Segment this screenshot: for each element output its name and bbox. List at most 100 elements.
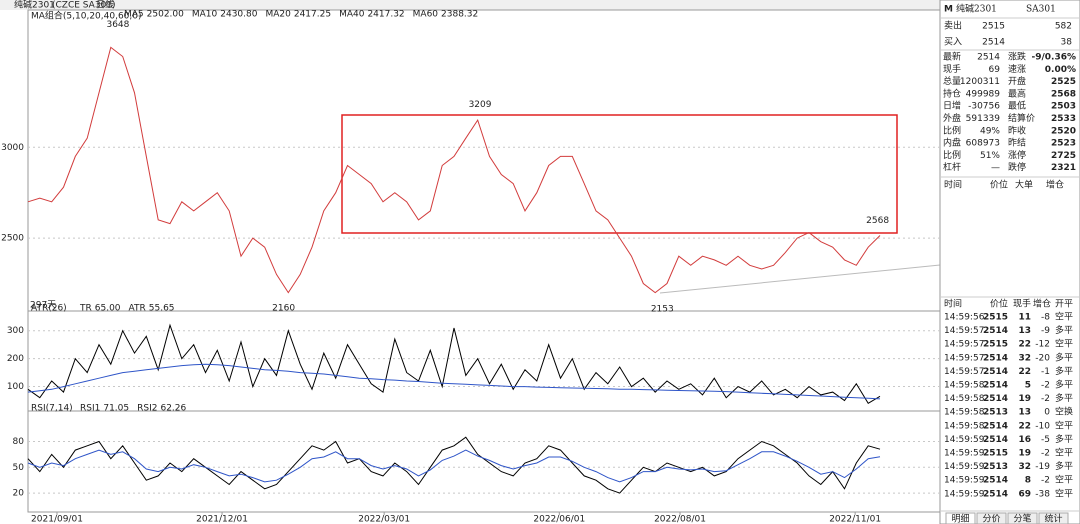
stat-label: 最新 bbox=[943, 51, 961, 63]
price-annotation: 2568 bbox=[866, 216, 889, 226]
tick-oi: -20 bbox=[1035, 353, 1050, 363]
tick-type: 多平 bbox=[1055, 433, 1073, 445]
tab[interactable] bbox=[976, 512, 1007, 524]
legend-value: 2502.00 bbox=[147, 10, 184, 20]
y-tick-label: 80 bbox=[13, 437, 25, 447]
order-price: 2514 bbox=[982, 38, 1005, 48]
tick-oi: -2 bbox=[1041, 476, 1050, 486]
tab[interactable] bbox=[1038, 512, 1069, 524]
stat-value: -9/0.36% bbox=[1031, 53, 1076, 63]
tick-time: 14:59:59 bbox=[944, 489, 985, 499]
stat-value: — bbox=[991, 163, 1000, 173]
legend-name: MA5 bbox=[124, 10, 144, 20]
stat-label: 跌停 bbox=[1008, 161, 1026, 173]
stat-label: 现手 bbox=[943, 63, 961, 75]
stat-label: 总量 bbox=[943, 75, 961, 87]
tick-volume: 32 bbox=[1018, 353, 1031, 363]
stat-label: 最低 bbox=[1008, 100, 1026, 112]
stat-label: 日增 bbox=[943, 100, 961, 112]
stat-label: 涨跌 bbox=[1008, 52, 1026, 63]
legend-value: 2430.80 bbox=[220, 10, 257, 20]
stat-label: 比例 bbox=[943, 149, 961, 161]
legend-value: 62.26 bbox=[160, 404, 186, 414]
tab[interactable] bbox=[1007, 512, 1038, 524]
legend-value: 2388.32 bbox=[441, 10, 478, 20]
tick-volume: 22 bbox=[1018, 367, 1031, 377]
tick-price: 2513 bbox=[983, 462, 1008, 472]
price-annotation: 2153 bbox=[651, 305, 674, 315]
stat-label: 结算价 bbox=[1008, 112, 1035, 124]
stat-label: 开盘 bbox=[1008, 75, 1026, 87]
series-line bbox=[27, 436, 881, 494]
legend-value: 55.65 bbox=[149, 304, 175, 314]
tick-price: 2514 bbox=[983, 476, 1008, 486]
tick-time: 14:59:58 bbox=[944, 421, 985, 431]
tab-label[interactable]: 分笔 bbox=[1013, 513, 1031, 524]
legend-name: MA60 bbox=[413, 10, 439, 20]
tick-price: 2514 bbox=[983, 394, 1008, 404]
tick-type: 多平 bbox=[1055, 379, 1073, 391]
stat-value: 2725 bbox=[1051, 151, 1076, 161]
order-label: 买入 bbox=[944, 37, 962, 48]
order-volume: 38 bbox=[1061, 38, 1073, 48]
tick-time: 14:59:57 bbox=[944, 340, 984, 350]
tab[interactable] bbox=[945, 512, 976, 524]
tick-time: 14:59:58 bbox=[944, 394, 985, 404]
tick-type: 空平 bbox=[1055, 311, 1073, 323]
tick-volume: 69 bbox=[1018, 489, 1031, 499]
indicator-label: ATR(26) bbox=[31, 304, 67, 314]
column-header: 增仓 bbox=[1033, 298, 1051, 310]
stat-label: 涨停 bbox=[1008, 149, 1026, 161]
tick-price: 2515 bbox=[983, 313, 1008, 323]
legend-name: MA10 bbox=[192, 10, 218, 20]
quote-marker: M bbox=[944, 5, 953, 15]
tick-oi: -19 bbox=[1035, 462, 1050, 472]
stat-value: 69 bbox=[989, 65, 1001, 75]
tick-oi: -12 bbox=[1035, 340, 1050, 350]
tick-volume: 16 bbox=[1018, 435, 1031, 445]
tick-type: 空平 bbox=[1055, 338, 1073, 350]
tick-time: 14:59:58 bbox=[944, 408, 985, 418]
tick-type: 多平 bbox=[1055, 392, 1073, 404]
toolbar-symbol: 纯碱2301 bbox=[14, 0, 55, 11]
y-tick-label: 200 bbox=[7, 354, 24, 364]
stat-label: 昨结 bbox=[1008, 137, 1026, 149]
quote-name: 纯碱2301 bbox=[956, 3, 997, 15]
tick-oi: -9 bbox=[1041, 326, 1050, 336]
stat-value: 51% bbox=[980, 151, 1000, 161]
quote-panel bbox=[939, 0, 1080, 524]
stat-value: 608973 bbox=[966, 139, 1000, 149]
price-annotation: 3648 bbox=[106, 20, 129, 30]
tick-volume: 13 bbox=[1018, 326, 1031, 336]
tick-oi: -2 bbox=[1041, 394, 1050, 404]
tick-volume: 32 bbox=[1018, 462, 1031, 472]
stat-label: 杠杆 bbox=[943, 161, 961, 173]
tick-price: 2514 bbox=[983, 421, 1008, 431]
tick-oi: -1 bbox=[1041, 367, 1050, 377]
span-label: 297天 bbox=[30, 301, 56, 311]
tick-oi: -2 bbox=[1041, 381, 1050, 391]
tick-type: 空换 bbox=[1055, 406, 1073, 418]
stat-value: 499989 bbox=[966, 89, 1001, 99]
y-tick-label: 50 bbox=[13, 463, 25, 473]
tab-label[interactable]: 明细 bbox=[951, 513, 969, 524]
tick-price: 2515 bbox=[983, 449, 1008, 459]
tab-label[interactable]: 统计 bbox=[1044, 513, 1062, 524]
trend-line bbox=[659, 264, 941, 294]
column-header: 时间 bbox=[944, 179, 962, 191]
legend-name: TR bbox=[79, 304, 92, 314]
x-tick-label: 2021/09/01 bbox=[31, 515, 83, 524]
stat-label: 内盘 bbox=[943, 137, 961, 149]
column-header: 现手 bbox=[1013, 298, 1031, 310]
tab-label[interactable]: 分价 bbox=[982, 514, 1000, 524]
tick-price: 2514 bbox=[983, 326, 1008, 336]
legend-name: RSI1 bbox=[80, 404, 100, 414]
tick-time: 14:59:59 bbox=[944, 435, 985, 445]
series-line bbox=[27, 363, 881, 400]
y-tick-label: 300 bbox=[7, 326, 24, 336]
legend-value: 2417.32 bbox=[367, 10, 404, 20]
price-annotation: 3209 bbox=[469, 100, 492, 110]
stat-value: 2321 bbox=[1051, 163, 1076, 173]
